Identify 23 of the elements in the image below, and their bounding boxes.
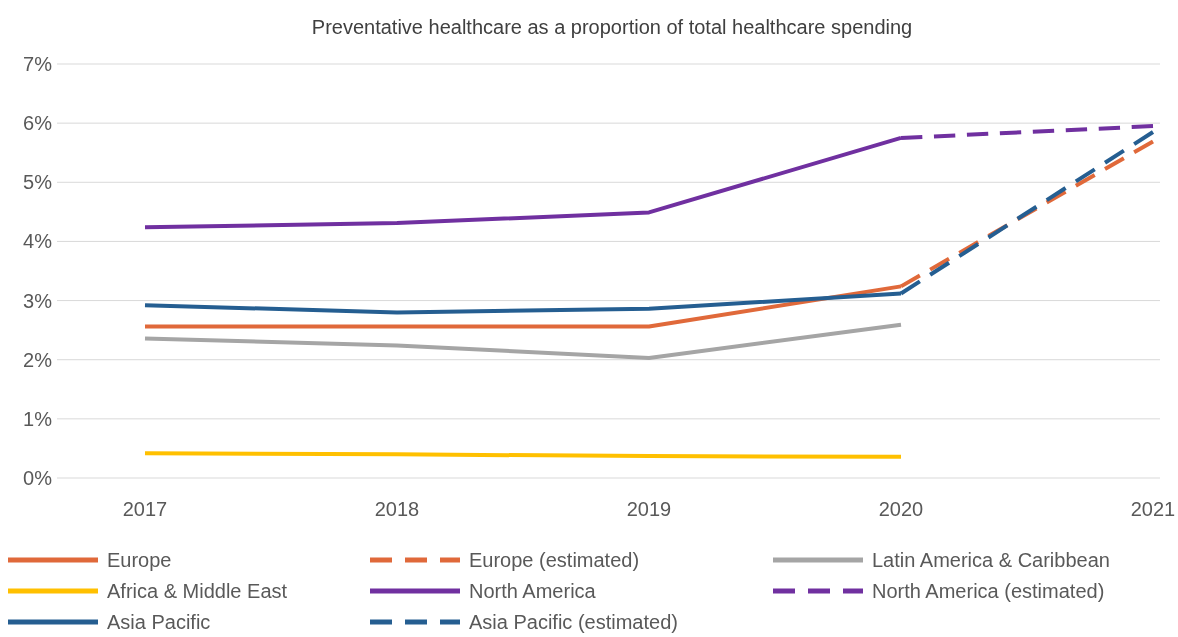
y-tick-label: 0% xyxy=(23,467,53,489)
legend-label: Asia Pacific xyxy=(107,611,211,633)
legend-label: Europe (estimated) xyxy=(469,549,640,571)
y-tick-label: 7% xyxy=(23,53,53,75)
y-tick-label: 4% xyxy=(23,230,53,253)
x-tick-label: 2018 xyxy=(374,498,420,520)
y-tick-label: 3% xyxy=(23,289,53,312)
legend-label: Africa & Middle East xyxy=(107,580,288,602)
chart-title: Preventative healthcare as a proportion of total healthcare spending xyxy=(311,16,913,38)
x-tick-label: 2020 xyxy=(878,498,924,520)
y-tick-label: 6% xyxy=(23,112,53,135)
legend-label: Latin America & Caribbean xyxy=(872,549,1110,571)
x-tick-label: 2017 xyxy=(122,498,168,520)
y-tick-label: 5% xyxy=(23,171,53,194)
legend-label: Europe xyxy=(107,549,172,571)
x-tick-label: 2019 xyxy=(626,498,672,520)
line-series xyxy=(143,322,903,360)
y-tick-label: 1% xyxy=(23,407,53,430)
x-tick-label: 2021 xyxy=(1130,498,1176,520)
y-tick-label: 2% xyxy=(23,348,53,371)
legend-label: Asia Pacific (estimated) xyxy=(469,611,678,633)
legend-label: North America xyxy=(469,580,597,602)
legend-label: North America (estimated) xyxy=(872,580,1105,602)
